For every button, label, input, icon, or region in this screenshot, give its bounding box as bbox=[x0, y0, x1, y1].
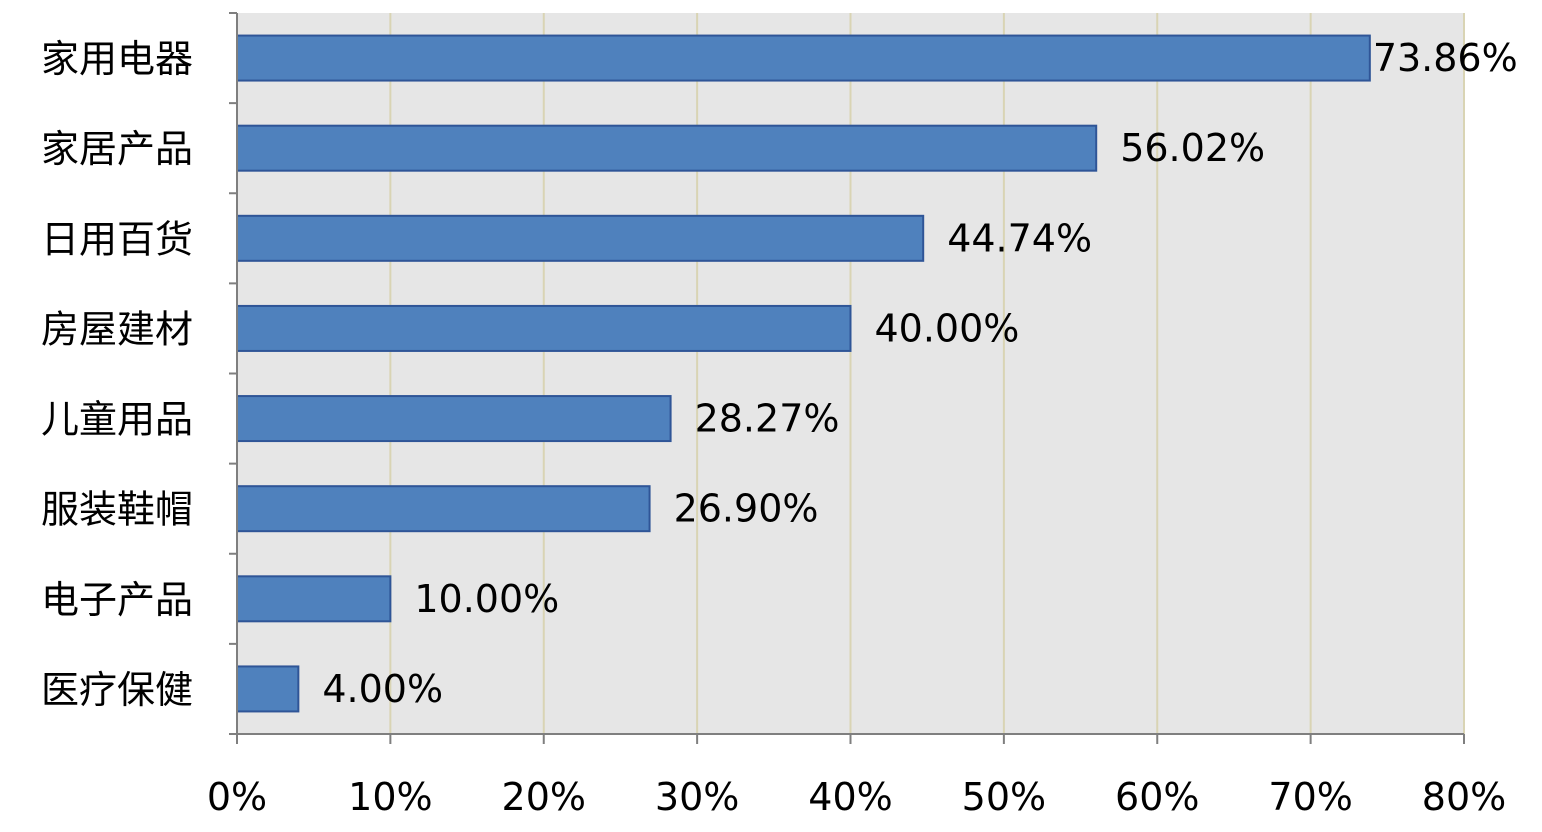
value-label-4: 28.27% bbox=[695, 397, 840, 441]
bar-0 bbox=[236, 34, 1371, 82]
bar-6 bbox=[236, 575, 392, 623]
x-tick-label-0: 0% bbox=[207, 775, 267, 819]
bar-5 bbox=[236, 485, 651, 533]
category-label-2: 日用百货 bbox=[41, 217, 193, 261]
bar-3 bbox=[236, 304, 852, 352]
value-label-5: 26.90% bbox=[674, 487, 819, 531]
value-label-7: 4.00% bbox=[322, 667, 443, 711]
x-tick-label-7: 70% bbox=[1268, 775, 1352, 819]
x-tick-label-5: 50% bbox=[962, 775, 1046, 819]
category-label-1: 家居产品 bbox=[41, 127, 193, 171]
x-tick-label-3: 30% bbox=[655, 775, 739, 819]
x-tick-label-6: 60% bbox=[1115, 775, 1199, 819]
category-label-0: 家用电器 bbox=[41, 37, 193, 81]
value-label-3: 40.00% bbox=[875, 306, 1020, 350]
x-tick-label-1: 10% bbox=[348, 775, 432, 819]
category-label-4: 儿童用品 bbox=[41, 398, 193, 442]
x-tick-label-4: 40% bbox=[808, 775, 892, 819]
x-tick-label-2: 20% bbox=[502, 775, 586, 819]
category-label-3: 房屋建材 bbox=[41, 307, 193, 351]
x-tick-label-8: 80% bbox=[1422, 775, 1506, 819]
category-label-7: 医疗保健 bbox=[41, 668, 193, 712]
category-label-5: 服装鞋帽 bbox=[41, 488, 193, 532]
value-label-2: 44.74% bbox=[947, 216, 1092, 260]
bar-1 bbox=[236, 124, 1098, 172]
axes bbox=[229, 12, 1465, 744]
bar-7 bbox=[236, 665, 300, 713]
value-label-0: 73.86% bbox=[1373, 36, 1518, 80]
bar-4 bbox=[236, 395, 672, 443]
value-label-1: 56.02% bbox=[1120, 126, 1265, 170]
category-label-6: 电子产品 bbox=[41, 578, 193, 622]
bar-2 bbox=[236, 214, 925, 262]
value-label-6: 10.00% bbox=[414, 577, 559, 621]
labels: 73.86% 家用电器 56.02% 家居产品 44.74% 日用百货 40.00% 房屋建材… bbox=[41, 36, 1518, 819]
